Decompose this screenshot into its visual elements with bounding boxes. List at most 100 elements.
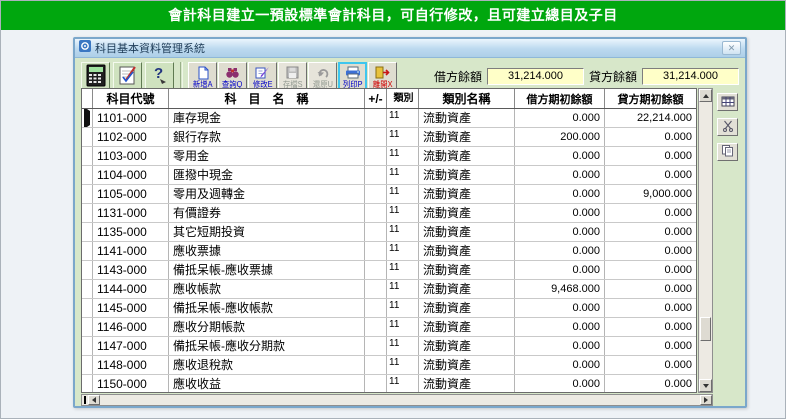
cell-class: 11 — [387, 261, 419, 279]
vertical-scroll-thumb[interactable] — [700, 317, 711, 341]
cell-account-name: 應收退稅款 — [169, 356, 365, 374]
cell-class-name: 流動資產 — [419, 261, 515, 279]
header-credit-opening: 貸方期初餘額 — [617, 93, 684, 106]
edit-document-icon — [118, 65, 138, 91]
cell-plus-minus — [365, 375, 387, 392]
table-row[interactable]: 1147-000 備抵呆帳-應收分期款 11 流動資產 0.000 0.000 — [82, 337, 696, 356]
cell-account-code: 1145-000 — [93, 299, 169, 317]
header-plus-minus: +/- — [365, 89, 387, 108]
cell-class-name: 流動資產 — [419, 204, 515, 222]
scroll-down-button[interactable] — [699, 379, 712, 392]
scroll-left-button[interactable] — [88, 395, 100, 405]
vertical-scrollbar[interactable] — [698, 88, 713, 393]
cell-account-name: 銀行存款 — [169, 128, 365, 146]
header-class-name: 類別名稱 — [419, 89, 515, 108]
cell-class: 11 — [387, 223, 419, 241]
cell-debit-opening: 0.000 — [515, 375, 605, 392]
grid-view-button[interactable] — [717, 93, 738, 111]
header-row-selector — [82, 89, 93, 108]
balance-summary: 借方餘額 31,214.000 貸方餘額 31,214.000 — [434, 62, 741, 85]
cell-credit-opening: 22,214.000 — [636, 112, 692, 124]
exit-icon — [375, 65, 390, 80]
cell-class-name: 流動資產 — [419, 356, 515, 374]
copy-button[interactable] — [717, 143, 738, 161]
cell-account-code: 1135-000 — [93, 223, 169, 241]
horizontal-scrollbar[interactable] — [81, 394, 713, 406]
table-row[interactable]: 1104-000 匯撥中現金 11 流動資產 0.000 0.000 — [82, 166, 696, 185]
cell-plus-minus — [365, 185, 387, 203]
new-button-label: 新增A — [192, 80, 213, 89]
cell-debit-opening: 9,468.000 — [515, 280, 605, 298]
row-selector — [82, 375, 93, 392]
table-row[interactable]: 1101-000 庫存現金 11 流動資產 0.000 22,214.000 — [82, 109, 696, 128]
table-row[interactable]: 1103-000 零用金 11 流動資產 0.000 0.000 — [82, 147, 696, 166]
header-class: 類別 — [387, 89, 419, 108]
cell-account-code: 1105-000 — [93, 185, 169, 203]
cut-button[interactable] — [717, 118, 738, 136]
printer-icon — [345, 65, 361, 80]
table-row[interactable]: 1145-000 備抵呆帳-應收帳款 11 流動資產 0.000 0.000 — [82, 299, 696, 318]
cell-class-name: 流動資產 — [419, 242, 515, 260]
table-row[interactable]: 1135-000 其它短期投資 11 流動資產 0.000 0.000 — [82, 223, 696, 242]
cell-account-name: 應收帳款 — [169, 280, 365, 298]
cell-class: 11 — [387, 318, 419, 336]
cell-class: 11 — [387, 109, 419, 127]
cell-class: 11 — [387, 375, 419, 392]
help-button[interactable]: ? — [145, 62, 174, 93]
cell-account-name: 備抵呆帳-應收分期款 — [169, 337, 365, 355]
scroll-right-button[interactable] — [700, 395, 712, 405]
cell-class-name: 流動資產 — [419, 109, 515, 127]
cell-credit-opening: 0.000 — [664, 321, 692, 333]
cell-class-name: 流動資產 — [419, 166, 515, 184]
scroll-up-button[interactable] — [699, 89, 712, 102]
banner: 會計科目建立一預設標準會計科目，可自行修改，且可建立總目及子目 — [1, 1, 785, 30]
table-row[interactable]: 1105-000 零用及週轉金 11 流動資產 0.000 9,000.000 — [82, 185, 696, 204]
cell-plus-minus — [365, 147, 387, 165]
calculator-icon — [86, 64, 106, 92]
cell-plus-minus — [365, 337, 387, 355]
cell-class-name: 流動資產 — [419, 299, 515, 317]
table-row[interactable]: 1141-000 應收票據 11 流動資產 0.000 0.000 — [82, 242, 696, 261]
cell-account-name: 匯撥中現金 — [169, 166, 365, 184]
toolbar-separator — [180, 62, 183, 96]
cell-class: 11 — [387, 280, 419, 298]
cell-account-name: 應收分期帳款 — [169, 318, 365, 336]
cell-debit-opening: 0.000 — [515, 242, 605, 260]
table-row[interactable]: 1102-000 銀行存款 11 流動資產 200.000 0.000 — [82, 128, 696, 147]
table-row[interactable]: 1131-000 有價證券 11 流動資產 0.000 0.000 — [82, 204, 696, 223]
right-arrow-icon — [704, 397, 708, 403]
cell-account-code: 1144-000 — [93, 280, 169, 298]
cell-debit-opening: 0.000 — [515, 299, 605, 317]
undo-icon — [316, 65, 330, 80]
cell-credit-opening: 0.000 — [664, 150, 692, 162]
cell-class: 11 — [387, 204, 419, 222]
accounts-grid: 科目代號 科 目 名 稱 +/- 類別 類別名稱 借方期初餘額 貸方期初餘額 1… — [81, 88, 713, 406]
close-button[interactable] — [722, 41, 741, 55]
window-title: 科目基本資料管理系統 — [95, 43, 205, 55]
cell-account-code: 1131-000 — [93, 204, 169, 222]
cell-credit-opening: 0.000 — [664, 131, 692, 143]
cell-debit-opening: 0.000 — [515, 185, 605, 203]
app-icon[interactable] — [79, 39, 91, 57]
new-document-icon — [196, 65, 210, 80]
cell-credit-opening: 0.000 — [664, 378, 692, 390]
grid-header-row: 科目代號 科 目 名 稱 +/- 類別 類別名稱 借方期初餘額 貸方期初餘額 — [82, 89, 696, 109]
credit-balance-field: 31,214.000 — [642, 68, 739, 85]
cell-plus-minus — [365, 109, 387, 127]
table-row[interactable]: 1150-000 應收收益 11 流動資產 0.000 0.000 — [82, 375, 696, 392]
table-row[interactable]: 1144-000 應收帳款 11 流動資產 9,468.000 0.000 — [82, 280, 696, 299]
cell-plus-minus — [365, 242, 387, 260]
cell-account-code: 1103-000 — [93, 147, 169, 165]
modify-icon — [255, 65, 270, 80]
calculator-button[interactable] — [81, 62, 110, 93]
table-row[interactable]: 1143-000 備抵呆帳-應收票據 11 流動資產 0.000 0.000 — [82, 261, 696, 280]
current-row-marker — [84, 109, 90, 127]
row-selector — [82, 299, 93, 317]
table-row[interactable]: 1146-000 應收分期帳款 11 流動資產 0.000 0.000 — [82, 318, 696, 337]
save-button-label: 存檔S — [282, 80, 303, 89]
row-selector — [82, 337, 93, 355]
table-row[interactable]: 1148-000 應收退稅款 11 流動資產 0.000 0.000 — [82, 356, 696, 375]
svg-text:?: ? — [154, 65, 163, 82]
cell-plus-minus — [365, 166, 387, 184]
cell-account-code: 1101-000 — [93, 109, 169, 127]
